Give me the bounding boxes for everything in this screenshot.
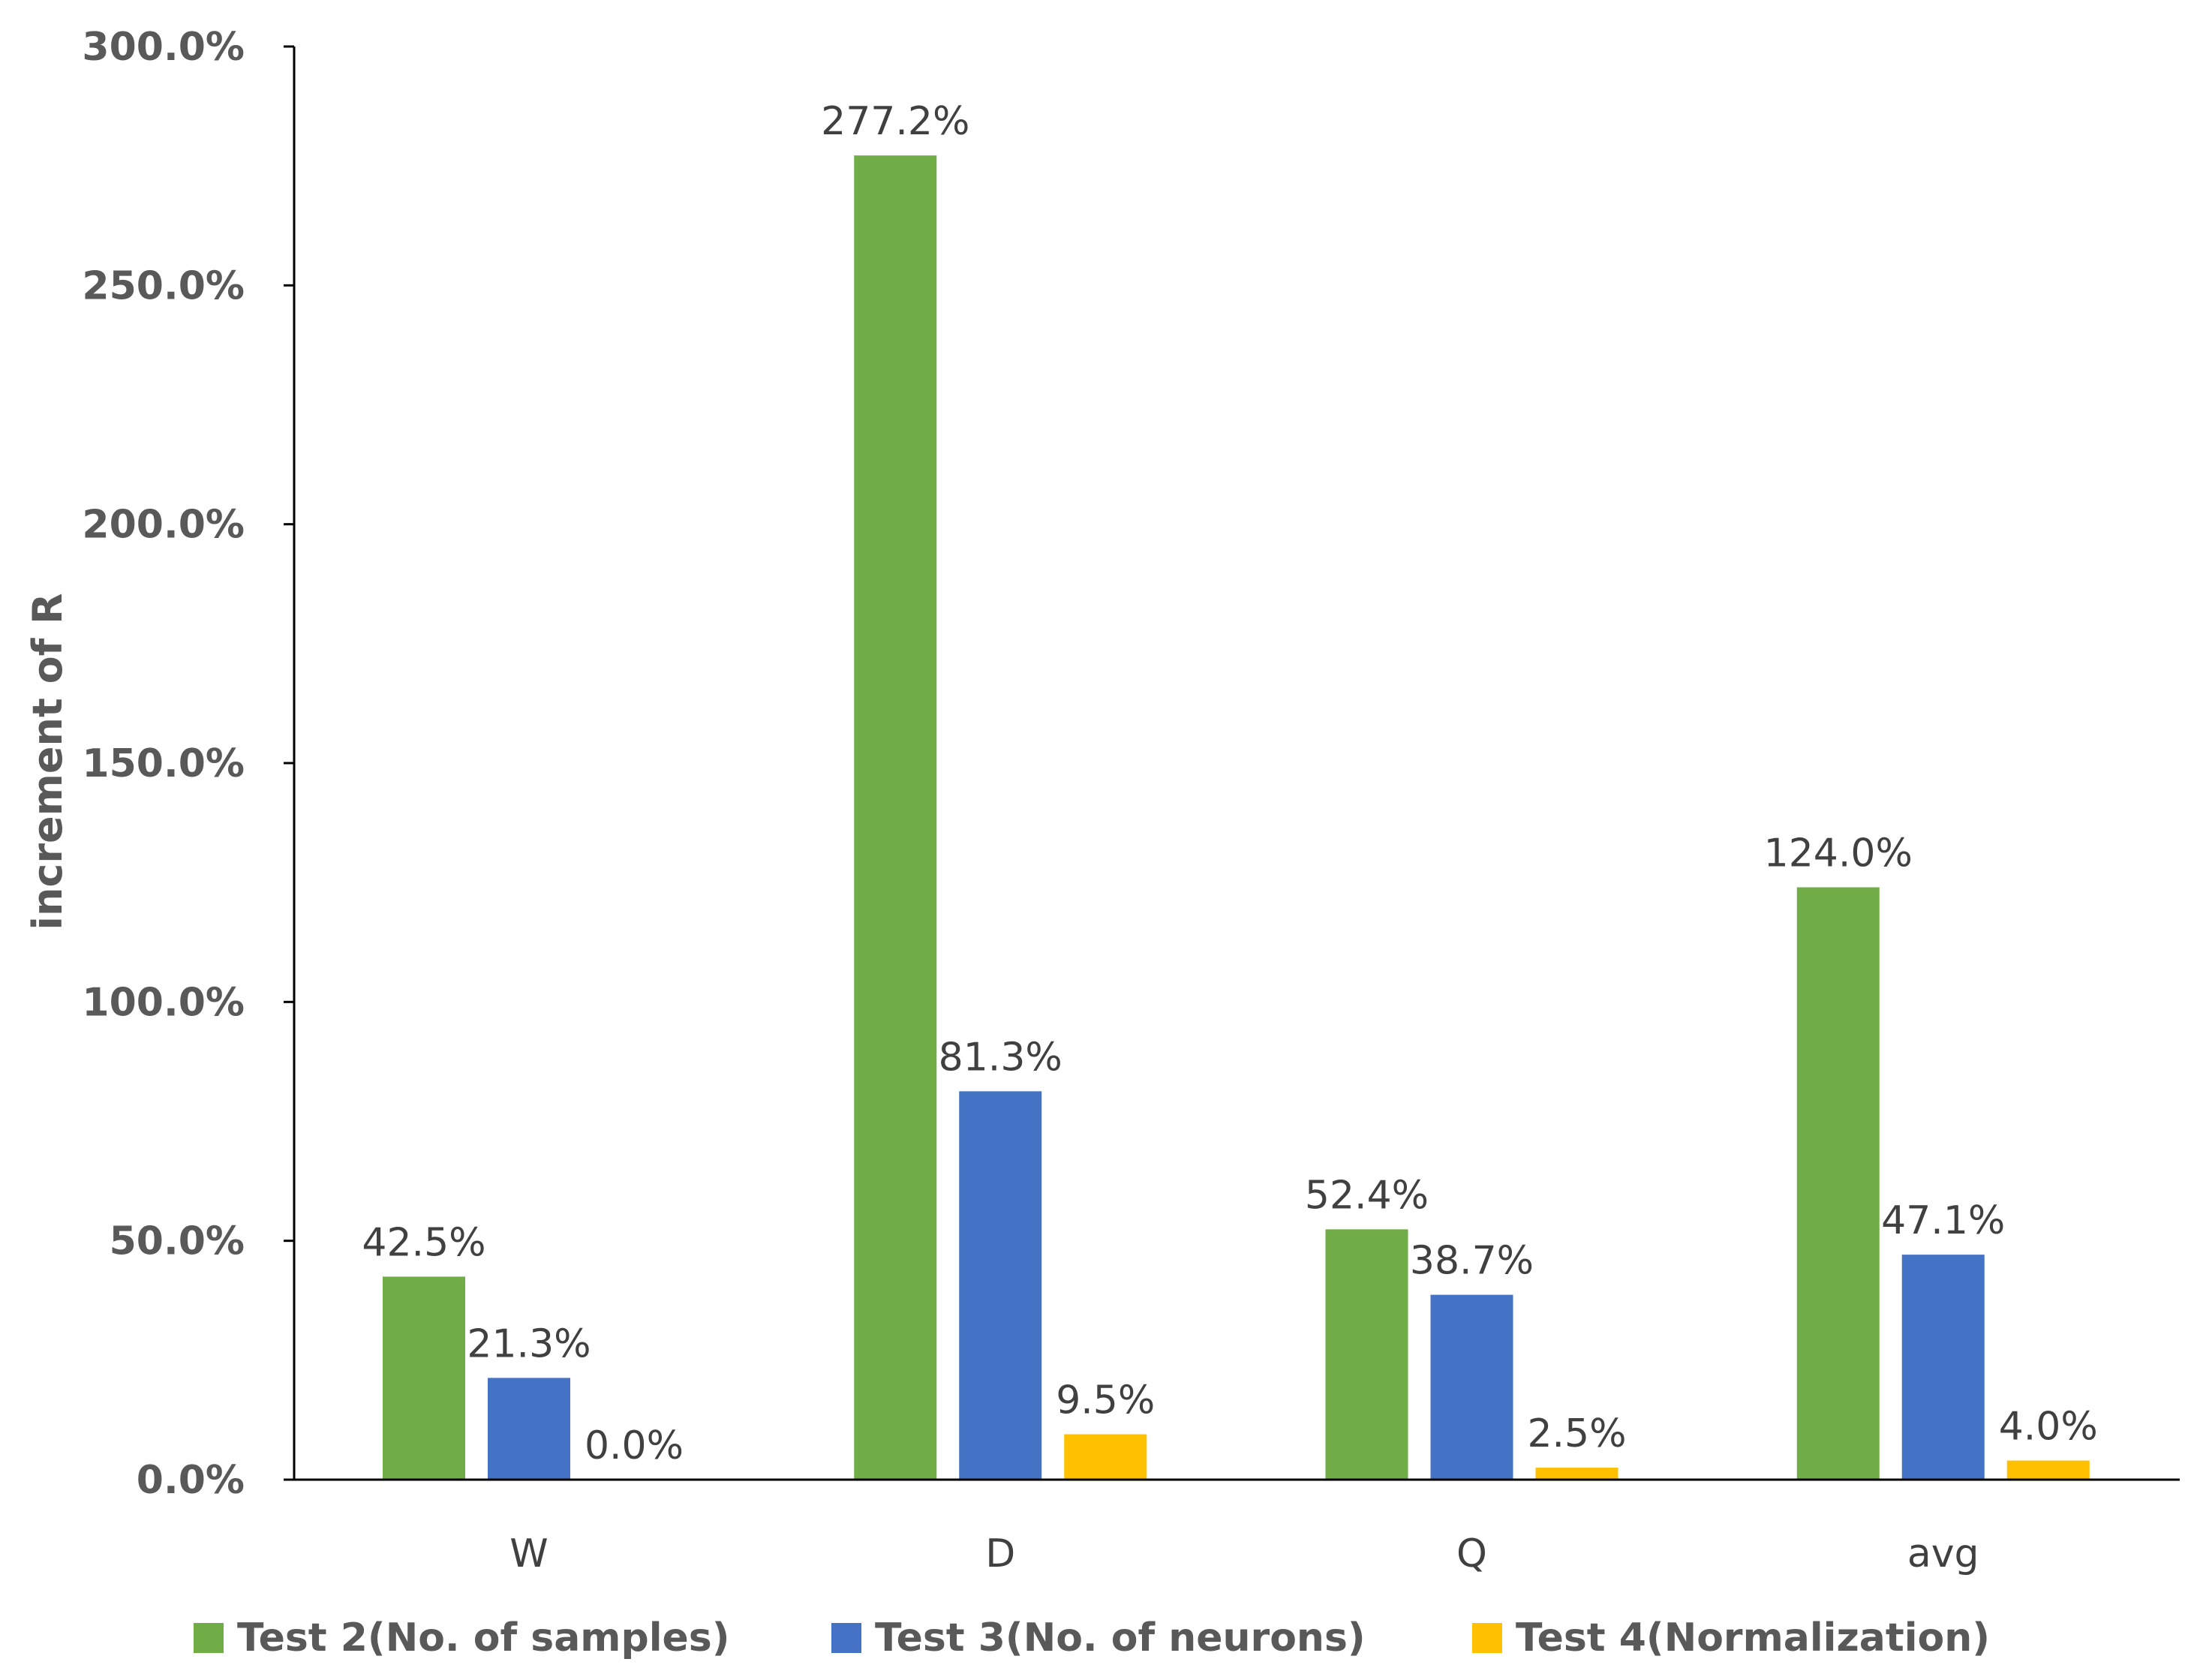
bar-D-1 xyxy=(854,155,937,1480)
y-axis-title: increment of R xyxy=(24,593,71,930)
bar-avg-1 xyxy=(1796,887,1880,1480)
data-label: 21.3% xyxy=(467,1321,591,1366)
y-tick-label: 50.0% xyxy=(110,1219,245,1264)
y-tick-label: 0.0% xyxy=(137,1458,245,1503)
data-label: 81.3% xyxy=(939,1035,1062,1080)
legend-label: Test 3(No. of neurons) xyxy=(875,1615,1366,1660)
y-axis-ticks: 0.0% 50.0% 100.0% 150.0% 200.0% 250.0% 300.0% xyxy=(82,25,294,1503)
data-label: 52.4% xyxy=(1305,1173,1429,1218)
bar-avg-2 xyxy=(1901,1255,1985,1480)
data-label: 277.2% xyxy=(821,99,969,144)
bar-Q-1 xyxy=(1325,1229,1408,1480)
data-label: 42.5% xyxy=(362,1220,485,1265)
x-category-label: W xyxy=(509,1531,548,1576)
bar-D-2 xyxy=(959,1091,1042,1480)
data-label: 4.0% xyxy=(1999,1405,2098,1450)
bar-Q-3 xyxy=(1535,1468,1618,1480)
bar-Q-2 xyxy=(1430,1294,1513,1480)
bar-D-3 xyxy=(1064,1434,1147,1480)
y-tick-label: 100.0% xyxy=(82,980,245,1025)
data-label: 0.0% xyxy=(585,1423,684,1468)
bars xyxy=(383,155,2090,1480)
y-tick-label: 250.0% xyxy=(82,263,245,308)
legend-swatch xyxy=(1472,1623,1502,1653)
data-label: 47.1% xyxy=(1881,1198,2005,1243)
legend-label: Test 4(Normalization) xyxy=(1516,1615,1990,1660)
x-category-label: avg xyxy=(1907,1531,1979,1576)
legend-swatch xyxy=(831,1623,861,1653)
y-tick-label: 300.0% xyxy=(82,25,245,70)
legend: Test 2(No. of samples) Test 3(No. of neur… xyxy=(194,1615,1990,1660)
x-category-label: D xyxy=(985,1531,1015,1576)
bar-W-2 xyxy=(488,1378,570,1480)
data-label: 38.7% xyxy=(1410,1239,1534,1284)
data-label: 2.5% xyxy=(1527,1411,1626,1456)
data-label: 9.5% xyxy=(1056,1378,1155,1423)
y-tick-label: 200.0% xyxy=(82,503,245,548)
data-label: 124.0% xyxy=(1764,831,1913,876)
y-tick-label: 150.0% xyxy=(82,741,245,786)
bar-W-1 xyxy=(383,1276,465,1480)
x-category-label: Q xyxy=(1456,1531,1487,1576)
data-labels: 42.5% 21.3% 0.0% 277.2% 81.3% 9.5% 52.4% 38.7% 2… xyxy=(362,99,2097,1468)
legend-label: Test 2(No. of samples) xyxy=(237,1615,730,1660)
legend-swatch xyxy=(194,1623,224,1653)
bar-avg-3 xyxy=(2006,1460,2090,1480)
